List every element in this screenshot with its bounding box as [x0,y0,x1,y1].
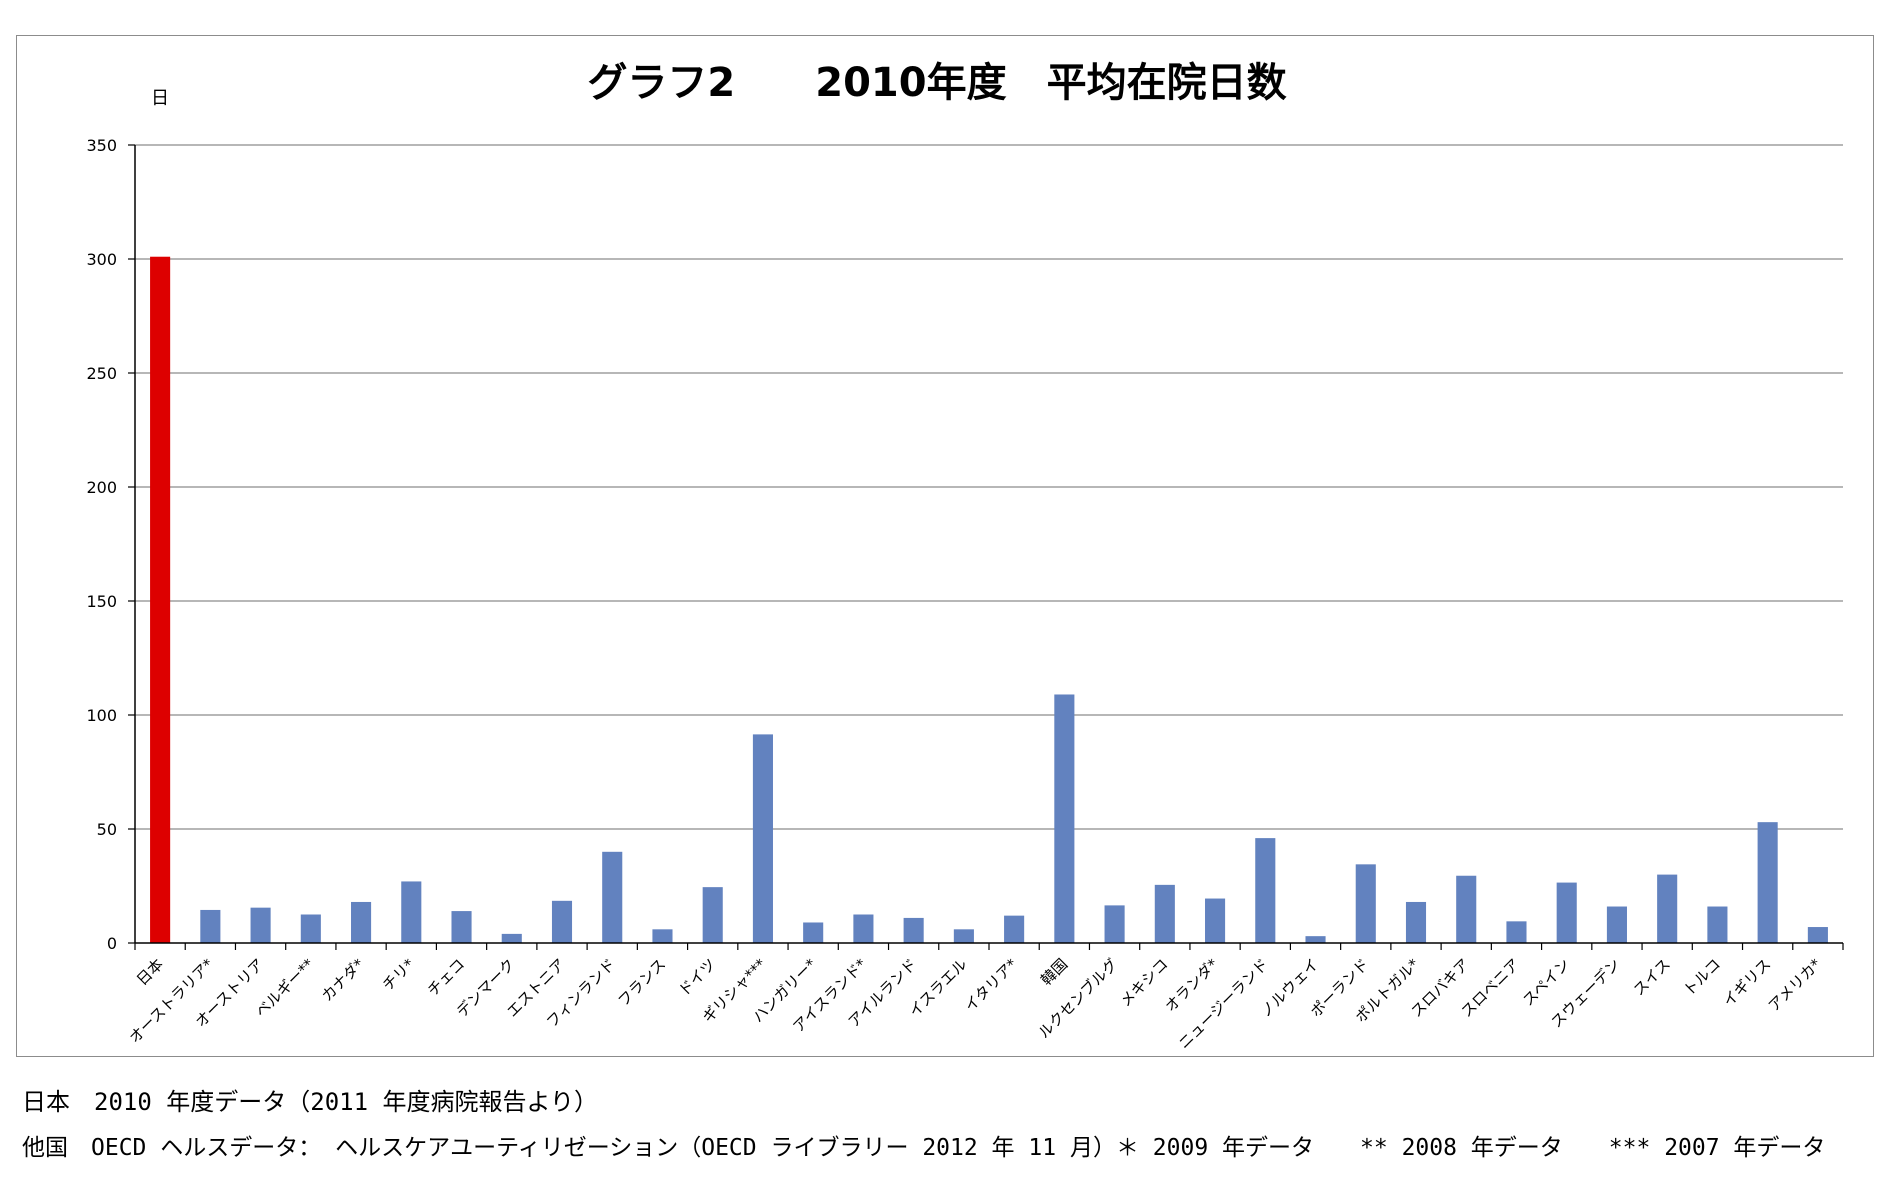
bar [803,922,824,943]
bar [1104,905,1125,943]
bar [1606,906,1627,943]
x-category-label: オーストラリア* [125,955,217,1047]
bar [1405,901,1427,943]
bar [551,900,573,943]
axes [128,144,1844,950]
bar [1004,915,1025,943]
x-category-label: チェコ [424,955,469,1000]
x-category-label: チリ* [379,955,419,995]
bar [1657,874,1678,943]
y-tick-label: 150 [86,592,117,611]
y-tick-label: 0 [107,934,117,953]
x-category-label: 日本 [133,955,167,989]
bars [150,256,1828,944]
bar [150,256,171,944]
bar [1054,694,1075,943]
x-category-label: アメリカ* [1765,955,1825,1015]
x-category-label: ニュージーランド [1175,955,1272,1052]
y-tick-labels: 0 50 100 150 200 250 300 350 [86,136,117,953]
bar [351,901,372,943]
bar [1707,906,1728,943]
bar [250,907,271,943]
x-category-label: スイス [1630,955,1674,999]
x-category-label: トルコ [1680,955,1724,999]
bar [1456,875,1477,943]
bar [1305,936,1326,943]
bar [953,929,974,943]
source-note-japan: 日本 2010 年度データ（2011 年度病院報告より） [22,1088,599,1116]
x-category-label: カナダ* [318,955,368,1005]
bar [1757,822,1778,943]
y-tick-label: 50 [97,820,117,839]
y-tick-label: 250 [86,364,117,383]
source-note-other-countries: 他国 OECD ヘルスデータ： ヘルスケアユーティリゼーション（OECD ライブ… [22,1135,1826,1161]
bar [853,914,874,943]
x-category-label: ドイツ [675,955,720,1000]
bar [200,909,221,943]
y-axis-unit-label: 日 [151,88,169,109]
y-tick-label: 200 [86,478,117,497]
bar-chart: グラフ2 2010年度 平均在院日数 日 0 50 100 150 200 250 300 3… [86,60,1844,1053]
bar [1556,882,1577,943]
x-category-label: フランス [614,955,669,1010]
bar [300,914,321,943]
bar [1205,898,1226,943]
bar [1807,927,1828,943]
bar [401,881,422,943]
bar [451,911,472,943]
y-tick-label: 350 [86,136,117,155]
bar [1506,921,1527,943]
bar [1355,864,1376,943]
x-category-label: 韓国 [1037,955,1071,989]
bar [752,734,773,943]
bar [1255,838,1276,943]
x-category-label: イタリア* [961,955,1021,1015]
bar [702,887,723,943]
chart-frame: グラフ2 2010年度 平均在院日数 日 0 50 100 150 200 250 300 3… [16,35,1874,1057]
bar [903,917,924,943]
chart-title: グラフ2 2010年度 平均在院日数 [587,60,1286,106]
y-tick-label: 300 [86,250,117,269]
y-tick-label: 100 [86,706,117,725]
bar [501,933,522,943]
bar [602,851,623,943]
bar [652,929,673,943]
gridlines [135,144,1843,830]
bar [1154,884,1175,943]
